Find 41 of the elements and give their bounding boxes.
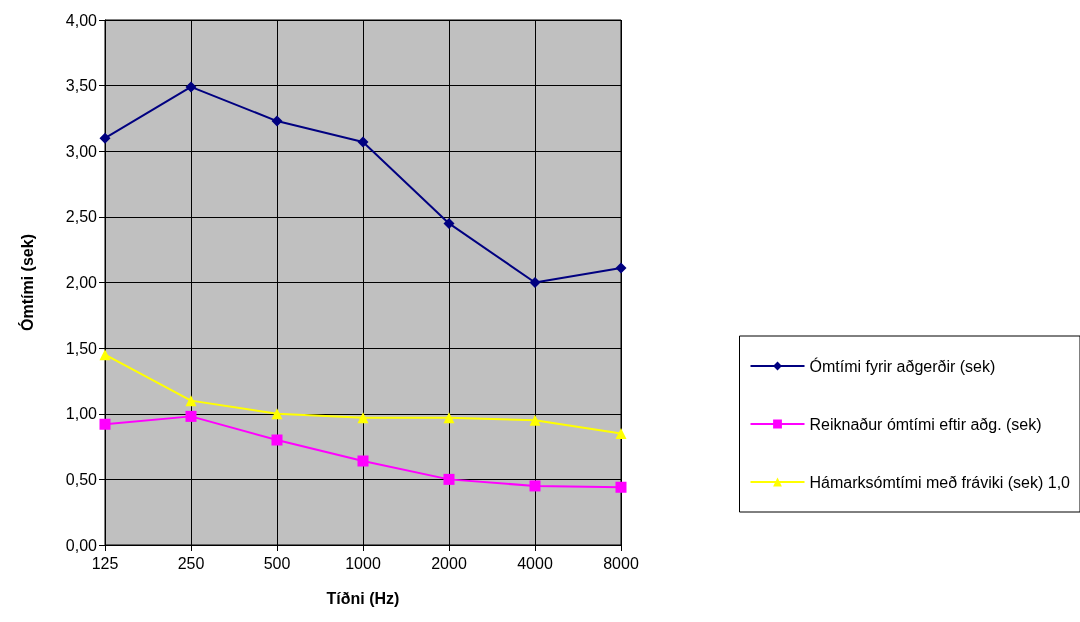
point [271,115,283,127]
point [615,481,627,493]
x-tick-label: 2000 [431,554,467,572]
y-tick-label: 2,50 [65,208,98,226]
x-tick-label: 125 [91,554,119,572]
point [443,217,455,229]
legend-label: Ómtími fyrir aðgerðir (sek) [809,356,996,375]
y-tick-label: 1,50 [65,339,98,357]
point [185,395,197,407]
point [357,136,369,148]
y-tick-label: 4,00 [65,11,98,29]
y-tick-label: 0,50 [65,470,98,488]
point [529,480,541,492]
point [529,277,541,288]
point [443,412,455,424]
point [271,434,283,446]
point [185,410,197,422]
point [615,262,627,274]
point [443,473,455,485]
y-tick-label: 1,00 [65,405,98,423]
x-tick-label: 1000 [345,554,381,572]
legend-label: Hámarksómtími með fráviki (sek) 1,0 [809,473,1071,491]
point [615,427,627,439]
legend-label: Reiknaður ómtími eftir aðg. (sek) [809,415,1042,433]
x-tick-label: 500 [263,554,291,572]
point [357,412,369,424]
x-tick-label: 250 [177,554,205,572]
x-tick-label: 8000 [603,554,639,572]
point [271,408,283,420]
y-tick-label: 3,50 [65,77,98,95]
x-axis-title: Tíðni (Hz) [326,589,400,607]
point [529,414,541,426]
y-tick-label: 0,00 [65,536,98,554]
y-tick-label: 2,00 [65,274,98,291]
y-tick-label: 3,00 [65,142,98,160]
point [99,418,111,430]
y-axis-title: Ómtími (sek) [17,234,36,331]
x-tick-label: 4000 [517,554,553,572]
point [185,81,197,93]
point [99,132,111,144]
point [357,455,369,467]
